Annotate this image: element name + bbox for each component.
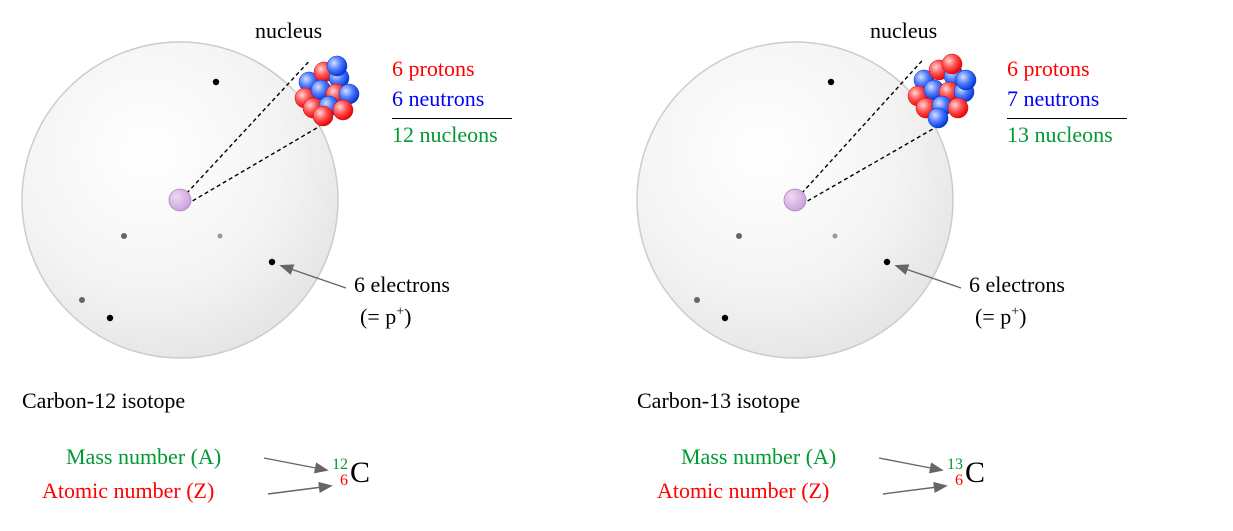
electron-dot [79,297,85,303]
mass-arrow [264,458,326,470]
electron-dot [828,79,834,85]
isotope-name: Carbon-12 isotope [22,388,185,414]
electron-dot [736,233,742,239]
nucleons-label: 12 nucleons [392,122,498,148]
isotope-name: Carbon-13 isotope [637,388,800,414]
protons-label: 6 protons [1007,56,1090,82]
nucleus-center [784,189,806,211]
electron-dot [884,259,890,265]
electron-dot [218,234,223,239]
nucleus-label: nucleus [870,18,937,44]
electrons-label: 6 electrons [969,272,1065,298]
atomic-number-value: 6 [340,473,348,489]
mass-arrow [879,458,941,470]
nucleus-label: nucleus [255,18,322,44]
isotope-panel-carbon13: nucleus 6 protons 7 neutrons 13 nucleons 6 e… [615,0,1231,531]
atomic-number-label: Atomic number (Z) [42,478,214,504]
proton-sphere [313,106,333,126]
mass-number-value: 12 [332,457,348,473]
protons-label: 6 protons [392,56,475,82]
isotope-panel-carbon12: nucleus 6 protons 6 neutrons 12 nucleons 6 e… [0,0,616,531]
sum-divider [1007,118,1127,119]
electron-dot [694,297,700,303]
atomic-number-label: Atomic number (Z) [657,478,829,504]
atomic-arrow [883,486,945,494]
neutrons-label: 7 neutrons [1007,86,1099,112]
neutrons-label: 6 neutrons [392,86,484,112]
isotope-notation: 136C [947,456,985,490]
sum-divider [392,118,512,119]
electron-dot [722,315,728,321]
proton-sphere [942,54,962,74]
mass-number-value: 13 [947,457,963,473]
electrons-label: 6 electrons [354,272,450,298]
electron-dot [107,315,113,321]
nucleus-center [169,189,191,211]
atomic-number-value: 6 [955,473,963,489]
electron-dot [121,233,127,239]
neutron-sphere [956,70,976,90]
mass-number-label: Mass number (A) [66,444,221,470]
electron-dot [213,79,219,85]
electrons-eq: (= p+) [360,304,411,330]
electrons-eq: (= p+) [975,304,1026,330]
neutron-sphere [928,108,948,128]
mass-number-label: Mass number (A) [681,444,836,470]
isotope-notation: 126C [332,456,370,490]
electron-dot [833,234,838,239]
electron-dot [269,259,275,265]
proton-sphere [333,100,353,120]
element-symbol: C [965,456,985,490]
proton-sphere [948,98,968,118]
element-symbol: C [350,456,370,490]
neutron-sphere [327,56,347,76]
atomic-arrow [268,486,330,494]
nucleons-label: 13 nucleons [1007,122,1113,148]
